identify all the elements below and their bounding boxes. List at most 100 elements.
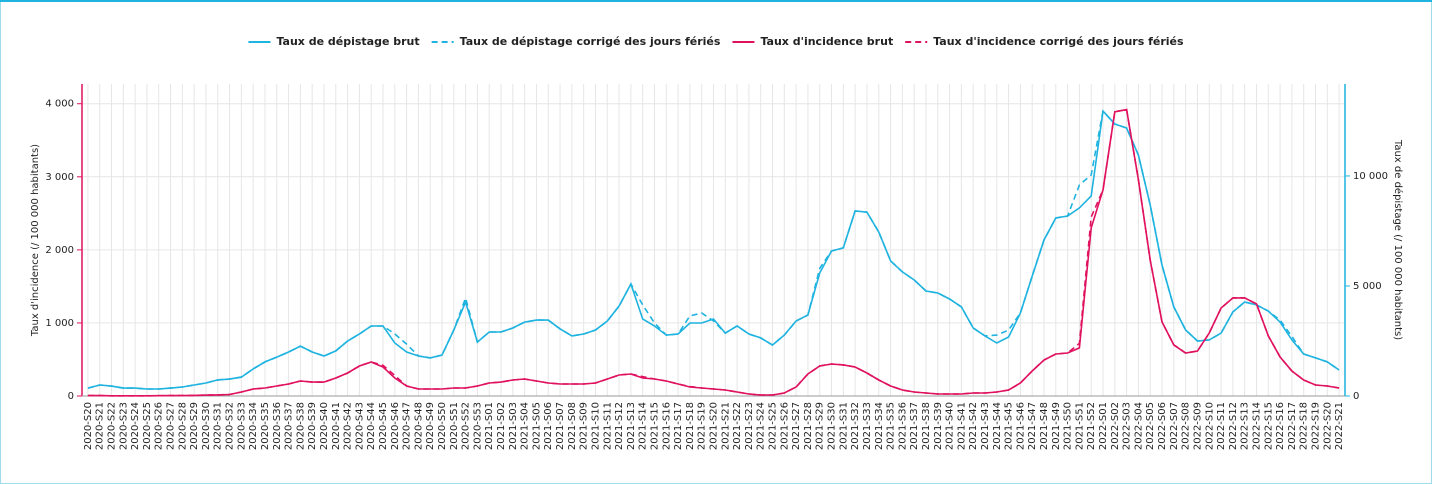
- x-tick-label: 2021-S12: [614, 402, 625, 450]
- y2-tick-label: 0: [1353, 391, 1359, 402]
- x-tick-label: 2021-S05: [531, 402, 542, 450]
- y2-tick-label: 5 000: [1353, 281, 1382, 292]
- x-tick-label: 2022-S18: [1299, 402, 1310, 450]
- legend-label: Taux de dépistage brut: [276, 35, 419, 48]
- x-tick-label: 2021-S20: [709, 402, 720, 450]
- x-tick-label: 2020-S29: [189, 402, 200, 450]
- x-tick-label: 2022-S21: [1334, 402, 1345, 450]
- x-tick-label: 2022-S07: [1169, 402, 1180, 450]
- x-tick-label: 2021-S26: [779, 402, 790, 450]
- x-tick-label: 2021-S46: [1015, 402, 1026, 450]
- y-tick-label: 1 000: [45, 318, 74, 329]
- x-tick-label: 2021-S10: [590, 402, 601, 450]
- x-tick-label: 2021-S38: [921, 402, 932, 450]
- x-tick-label: 2021-S22: [732, 402, 743, 450]
- x-tick-label: 2021-S13: [626, 402, 637, 450]
- x-tick-label: 2021-S50: [1063, 402, 1074, 450]
- x-tick-label: 2022-S08: [1181, 402, 1192, 450]
- x-tick-label: 2021-S51: [1074, 402, 1085, 450]
- x-tick-label: 2022-S17: [1287, 402, 1298, 450]
- x-tick-label: 2021-S03: [508, 402, 519, 450]
- x-tick-label: 2022-S12: [1228, 402, 1239, 450]
- x-tick-label: 2020-S45: [378, 402, 389, 450]
- x-tick-label: 2021-S28: [803, 402, 814, 450]
- x-tick-label: 2021-S24: [756, 402, 767, 450]
- x-tick-label: 2020-S44: [366, 402, 377, 450]
- legend-label: Taux de dépistage corrigé des jours féri…: [460, 35, 721, 48]
- x-tick-label: 2020-S37: [284, 402, 295, 450]
- legend: Taux de dépistage brut Taux de dépistage …: [248, 35, 1184, 48]
- x-tick-label: 2021-S39: [933, 402, 944, 450]
- series-line: [87, 108, 1340, 397]
- x-tick-label: 2021-S23: [744, 402, 755, 450]
- x-tick-label: 2022-S15: [1263, 402, 1274, 450]
- y-tick-label: 2 000: [45, 245, 74, 256]
- x-tick-label: 2020-S26: [154, 402, 165, 450]
- x-tick-label: 2021-S32: [850, 402, 861, 450]
- x-tick-label: 2022-S13: [1240, 402, 1251, 450]
- x-tick-label: 2021-S18: [685, 402, 696, 450]
- x-tick-label: 2020-S24: [130, 402, 141, 450]
- x-tick-label: 2020-S31: [213, 402, 224, 450]
- x-tick-label: 2021-S33: [862, 402, 873, 450]
- x-tick-label: 2022-S09: [1192, 402, 1203, 450]
- x-tick-label: 2021-S43: [980, 402, 991, 450]
- x-tick-label: 2022-S10: [1204, 402, 1215, 450]
- x-tick-label: 2020-S46: [390, 402, 401, 450]
- x-tick-label: 2022-S20: [1322, 402, 1333, 450]
- x-tick-label: 2021-S09: [579, 402, 590, 450]
- x-tick-label: 2021-S42: [968, 402, 979, 450]
- x-tick-label: 2021-S34: [874, 402, 885, 450]
- x-tick-label: 2021-S45: [1004, 402, 1015, 450]
- x-tick-label: 2022-S02: [1110, 402, 1121, 450]
- x-tick-label: 2022-S06: [1157, 402, 1168, 450]
- y-tick-label: 0: [68, 391, 74, 402]
- x-tick-label: 2022-S16: [1275, 402, 1286, 450]
- x-tick-label: 2020-S53: [472, 402, 483, 450]
- x-tick-label: 2020-S36: [272, 402, 283, 450]
- x-tick-label: 2021-S19: [697, 402, 708, 450]
- y2-axis-label: Taux de dépistage (/ 100 000 habitants): [1392, 139, 1404, 340]
- x-tick-label: 2021-S47: [1027, 402, 1038, 450]
- x-tick-label: 2021-S06: [543, 402, 554, 450]
- x-tick-label: 2021-S40: [945, 402, 956, 450]
- x-tick-label: 2020-S30: [201, 402, 212, 450]
- x-tick-label: 2022-S19: [1310, 402, 1321, 450]
- x-tick-label: 2021-S27: [791, 402, 802, 450]
- x-tick-label: 2021-S31: [838, 402, 849, 450]
- x-tick-label: 2020-S43: [354, 402, 365, 450]
- x-tick-label: 2022-S14: [1251, 402, 1262, 450]
- x-tick-label: 2021-S35: [886, 402, 897, 450]
- x-tick-label: 2020-S47: [402, 402, 413, 450]
- x-tick-label: 2020-S41: [331, 402, 342, 450]
- x-tick-label: 2021-S30: [827, 402, 838, 450]
- x-tick-label: 2021-S44: [992, 402, 1003, 450]
- x-tick-label: 2020-S20: [83, 402, 94, 450]
- x-tick-label: 2020-S51: [449, 402, 460, 450]
- x-tick-label: 2021-S36: [897, 402, 908, 450]
- x-tick-label: 2020-S34: [248, 402, 259, 450]
- x-tick-label: 2020-S28: [177, 402, 188, 450]
- x-tick-label: 2020-S49: [425, 402, 436, 450]
- x-tick-label: 2021-S16: [661, 402, 672, 450]
- x-tick-label: 2021-S37: [909, 402, 920, 450]
- x-tick-label: 2021-S14: [638, 402, 649, 450]
- x-tick-label: 2021-S52: [1086, 402, 1097, 450]
- x-tick-label: 2021-S29: [815, 402, 826, 450]
- x-tick-label: 2020-S52: [461, 402, 472, 450]
- x-tick-label: 2021-S25: [768, 402, 779, 450]
- x-tick-label: 2020-S27: [166, 402, 177, 450]
- x-tick-label: 2020-S38: [295, 402, 306, 450]
- x-tick-label: 2020-S48: [413, 402, 424, 450]
- x-tick-label: 2022-S01: [1098, 402, 1109, 450]
- y-tick-label: 3 000: [45, 172, 74, 183]
- x-tick-label: 2021-S41: [956, 402, 967, 450]
- x-tick-label: 2021-S48: [1039, 402, 1050, 450]
- x-tick-label: 2020-S32: [225, 402, 236, 450]
- x-tick-label: 2020-S39: [307, 402, 318, 450]
- x-tick-label: 2022-S04: [1133, 402, 1144, 450]
- x-tick-label: 2021-S04: [520, 402, 531, 450]
- x-tick-label: 2021-S08: [567, 402, 578, 450]
